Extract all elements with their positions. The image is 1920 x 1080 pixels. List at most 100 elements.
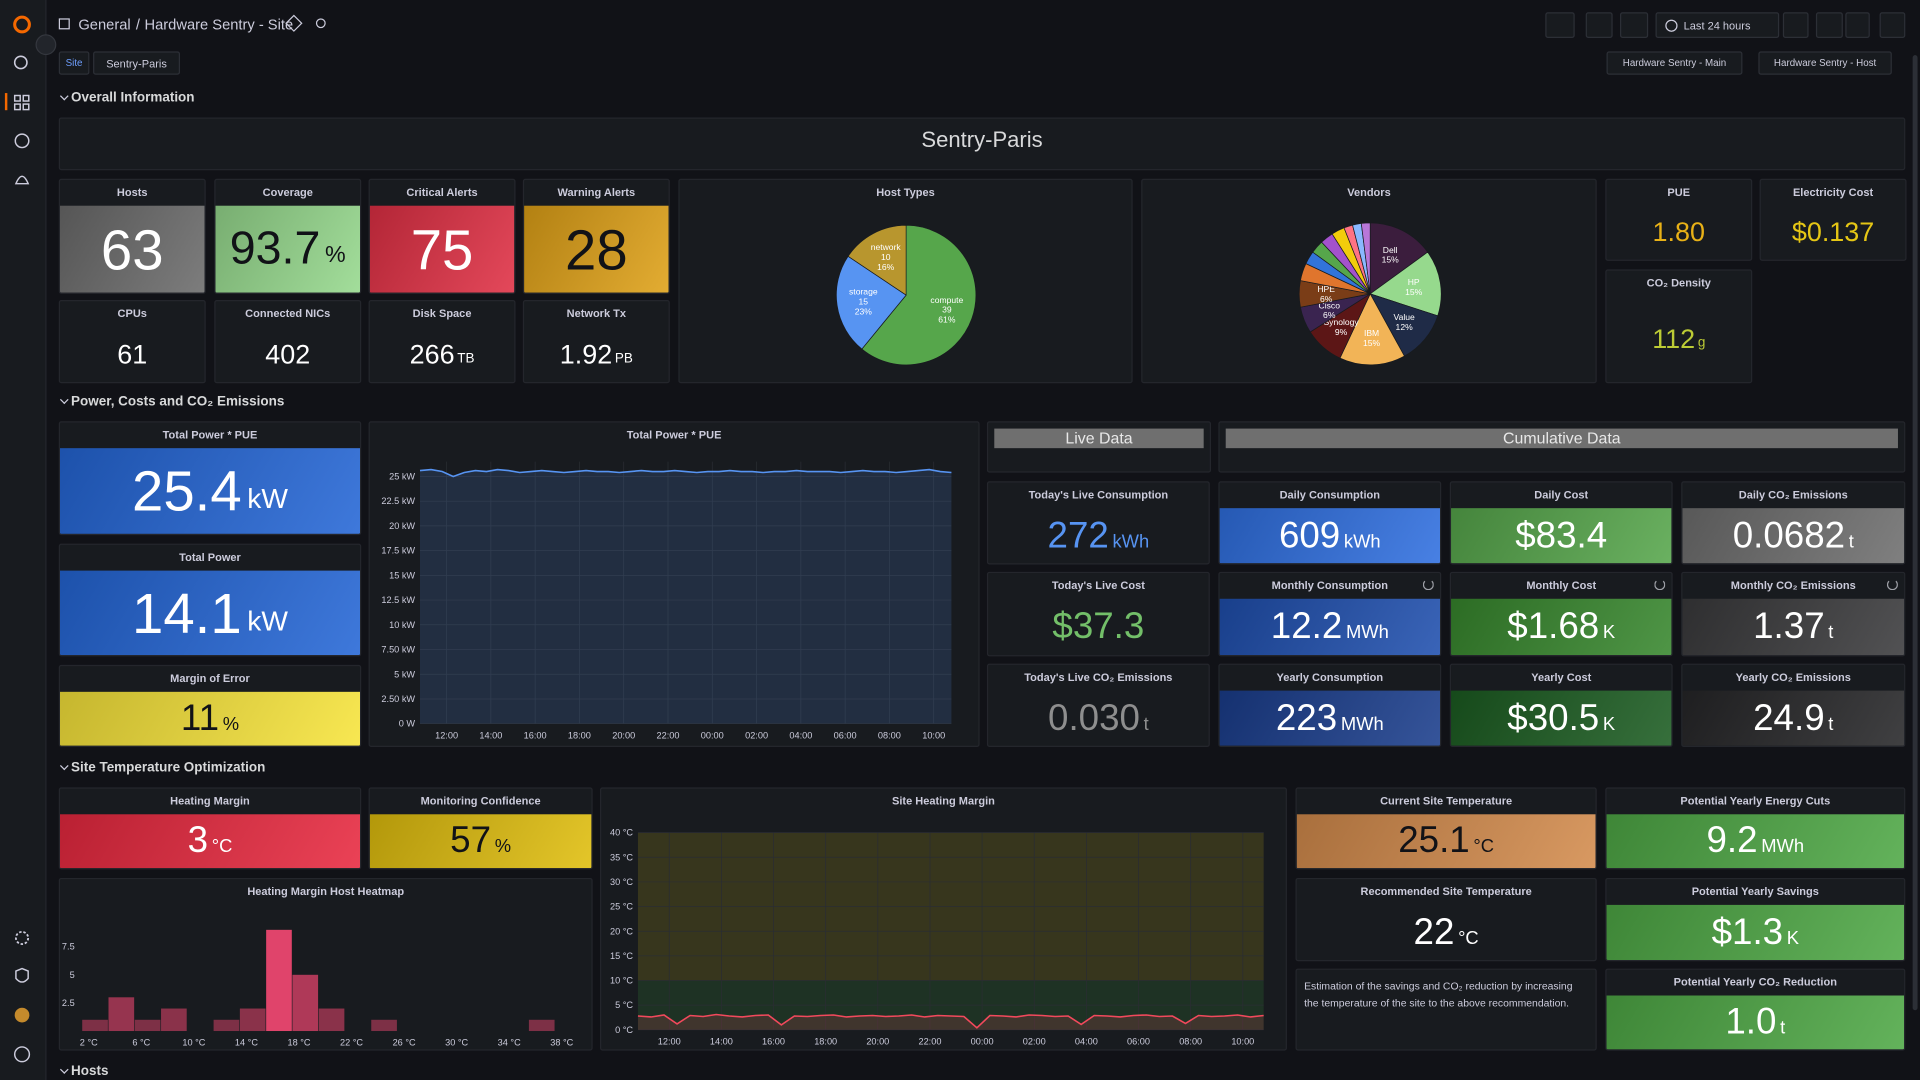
stat-panel: Recommended Site Temperature 22 °C — [1295, 877, 1597, 962]
row-chevron[interactable] — [59, 395, 69, 405]
x-tick-label: 12:00 — [658, 1036, 681, 1046]
time-picker[interactable]: Last 24 hours — [1655, 12, 1780, 38]
slice-label: 10 — [881, 252, 891, 262]
stat-unit: MWh — [1761, 836, 1805, 858]
panel-title: Current Site Temperature — [1380, 794, 1513, 807]
panel-title: Yearly Consumption — [1276, 671, 1384, 684]
row-title[interactable]: Overall Information — [71, 90, 195, 106]
y-tick-label: 2.5 — [62, 998, 75, 1008]
row-chevron[interactable] — [59, 91, 69, 101]
slice-label: Dell — [1383, 245, 1398, 255]
histogram: 2.5 5 7.5 2 °C 6 °C 10 °C 14 °C 18 °C 22 °C 26 °C… — [62, 929, 574, 1048]
sidebar-icons — [4, 15, 31, 1063]
stat-unit: K — [1602, 622, 1616, 643]
histogram-bar — [213, 1019, 240, 1032]
dashboards-icon[interactable] — [13, 94, 30, 111]
search-icon[interactable] — [13, 55, 28, 70]
slice-label: 15 — [859, 297, 869, 307]
stat-panel: Monitoring Confidence 57% — [368, 787, 593, 870]
panel-title: Monthly Cost — [1526, 579, 1597, 592]
toolbar-button[interactable] — [1620, 12, 1649, 38]
x-tick-label: 08:00 — [878, 730, 901, 740]
y-tick-label: 40 °C — [610, 828, 633, 838]
dashboard-link[interactable]: Hardware Sentry - Host — [1758, 51, 1892, 75]
breadcrumb-folder[interactable]: General — [78, 15, 131, 34]
stat-panel: PUE 1.80 — [1605, 178, 1753, 261]
stat-panel: Today's Live Cost $37.3 — [986, 571, 1210, 657]
toolbar-button[interactable] — [1845, 12, 1870, 38]
toolbar-button[interactable] — [1782, 12, 1809, 38]
row-title[interactable]: Power, Costs and CO₂ Emissions — [71, 394, 285, 409]
stat-value-box: 24.9 t — [1682, 690, 1905, 746]
help-icon[interactable] — [13, 1046, 31, 1063]
pie-slice — [861, 224, 977, 366]
slice-label: 6% — [1320, 294, 1333, 304]
refresh-icon — [1422, 579, 1434, 591]
expand-button[interactable] — [35, 34, 57, 56]
panel-title: Daily Cost — [1534, 488, 1589, 501]
y-tick-label: 5 — [70, 970, 75, 980]
stat-panel: Daily Consumption 609 kWh — [1218, 481, 1442, 565]
histogram-bar — [239, 1008, 266, 1032]
slice-label: 12% — [1396, 322, 1414, 332]
toolbar-button[interactable] — [1879, 12, 1906, 38]
row-chevron[interactable] — [59, 1065, 69, 1074]
stat-value-box: 63 — [60, 205, 205, 293]
section-header: Cumulative Data — [1225, 428, 1898, 449]
scrollbar[interactable] — [1912, 55, 1918, 1011]
stat-panel: Monthly Consumption 12.2 MWh — [1218, 571, 1442, 657]
pie-slice — [835, 255, 907, 350]
stat-panel: Total Power 14.1 kW — [58, 543, 362, 657]
stat-panel: CPUs 61 — [58, 300, 206, 384]
stat-unit: TB — [457, 351, 475, 366]
stat-value-box: 9.2 MWh — [1606, 814, 1905, 869]
toolbar-button[interactable] — [1585, 12, 1613, 38]
shield-icon[interactable] — [15, 967, 29, 983]
toolbar-button[interactable] — [1545, 12, 1575, 38]
dashboard-link[interactable]: Hardware Sentry - Main — [1606, 51, 1743, 75]
heatmap-panel: Heating Margin Host Heatmap 2.5 5 7.5 2 °C 6 … — [58, 877, 593, 1051]
stat-unit: kW — [247, 604, 288, 637]
histogram-bar — [108, 997, 135, 1032]
stat-panel: Electricity Cost $0.137 — [1759, 178, 1907, 261]
y-tick-label: 35 °C — [610, 852, 633, 862]
y-tick-label: 22.5 kW — [381, 496, 415, 506]
panel-title: Total Power — [179, 551, 241, 564]
panel-title: Host Types — [876, 186, 935, 199]
stat-value: 266 — [409, 338, 455, 370]
stat-value-box: 402 — [216, 327, 360, 382]
y-tick-label: 2.50 kW — [381, 694, 415, 704]
share-button[interactable] — [315, 18, 326, 29]
stat-unit: MWh — [1340, 713, 1384, 735]
slice-label: 15% — [1405, 287, 1423, 297]
logo[interactable] — [13, 15, 31, 34]
stat-unit: °C — [211, 836, 233, 858]
toolbar-button[interactable] — [1815, 12, 1843, 38]
variable-dropdown[interactable]: Sentry-Paris — [93, 51, 181, 75]
stat-value-box: 93.7% — [215, 205, 361, 293]
row-chevron[interactable] — [59, 761, 69, 771]
slice-label: 39 — [942, 305, 952, 315]
explore-icon[interactable] — [14, 133, 30, 149]
stat-value: 93.7 — [229, 222, 321, 275]
line-chart: 0 W 2.50 kW 5 kW 7.50 kW 10 kW 12.5 kW 15 kW 17… — [381, 461, 952, 740]
panel-title: Warning Alerts — [557, 186, 636, 199]
x-tick-label: 26 °C — [393, 1038, 416, 1048]
y-tick-label: 7.5 — [62, 942, 75, 952]
y-tick-label: 0 W — [399, 719, 416, 729]
panel-title: Site Heating Margin — [892, 794, 995, 807]
slice-label: network — [871, 242, 902, 252]
stat-unit: t — [1848, 530, 1854, 552]
line — [419, 468, 952, 478]
row-title[interactable]: Hosts — [71, 1064, 109, 1079]
avatar[interactable] — [14, 1007, 30, 1023]
slice-label: 15% — [1382, 255, 1400, 265]
stat-value: 25.4 — [132, 459, 242, 523]
slice-label: 9% — [1335, 327, 1348, 337]
sidebar — [0, 0, 57, 1080]
slice-label: HPE — [1317, 284, 1335, 294]
panel-title: Total Power * PUE — [162, 428, 258, 441]
alerting-icon[interactable] — [14, 175, 30, 185]
stat-value: $0.137 — [1791, 216, 1875, 248]
row-title[interactable]: Site Temperature Optimization — [71, 760, 266, 776]
